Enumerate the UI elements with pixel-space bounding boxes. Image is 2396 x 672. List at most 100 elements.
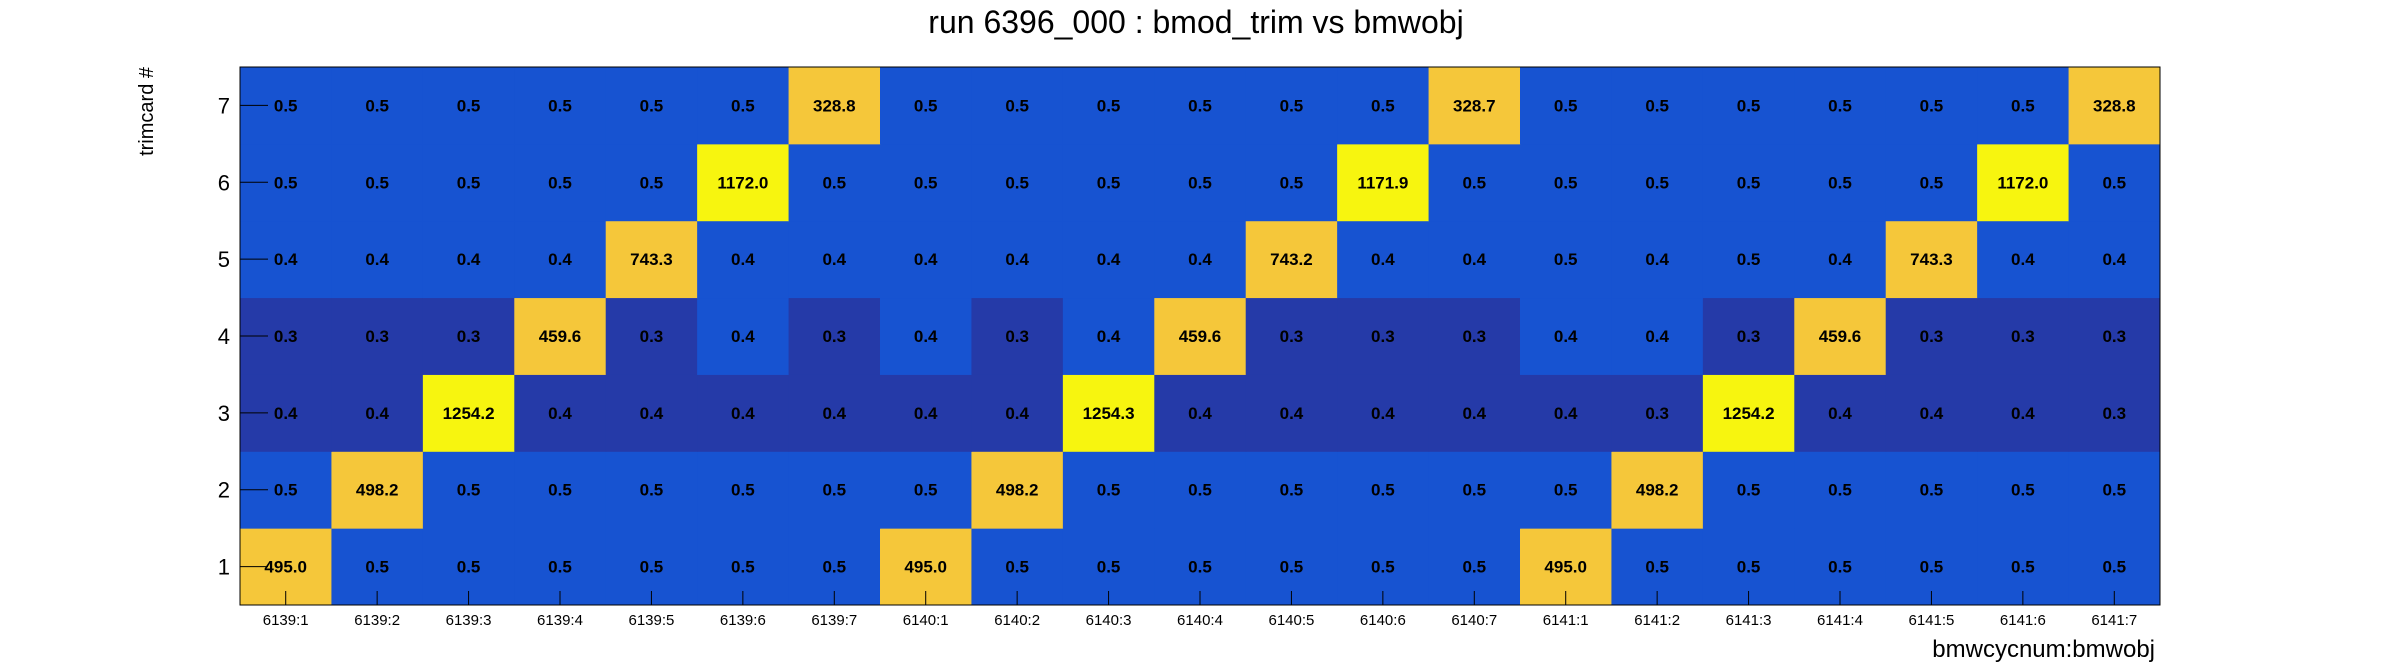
heatmap-cell — [971, 67, 1064, 145]
x-tick-label: 6139:7 — [811, 612, 857, 629]
heatmap-cell — [422, 374, 515, 452]
cell-value-label: 0.5 — [1371, 96, 1395, 115]
cell-value-label: 0.5 — [1645, 96, 1669, 115]
cell-value-label: 0.4 — [1828, 404, 1852, 423]
heatmap-cell — [514, 67, 607, 145]
heatmap-cell — [788, 374, 881, 452]
cell-value-label: 0.5 — [1188, 481, 1212, 500]
heatmap-cell — [1794, 67, 1887, 145]
heatmap-cell — [1702, 451, 1795, 529]
cell-value-label: 0.5 — [365, 173, 389, 192]
heatmap-cell — [605, 143, 698, 222]
cell-value-label: 0.3 — [1645, 404, 1669, 423]
heatmap-cell — [1245, 67, 1338, 145]
heatmap-cell — [1794, 220, 1887, 299]
heatmap-cell — [971, 220, 1064, 299]
cell-value-label: 495.0 — [904, 558, 947, 577]
cell-value-label: 0.5 — [1097, 558, 1121, 577]
heatmap-cell — [1977, 451, 2070, 529]
heatmap-cell — [605, 220, 698, 299]
cell-value-label: 0.5 — [1645, 558, 1669, 577]
heatmap-cell — [422, 451, 515, 529]
heatmap-cell — [1611, 67, 1704, 145]
heatmap-cell — [1520, 67, 1612, 145]
x-tick-label: 6139:3 — [446, 612, 492, 629]
y-tick-label: 1 — [218, 555, 230, 580]
heatmap-cell — [1611, 220, 1704, 299]
heatmap-cell — [1062, 297, 1155, 375]
heatmap-cell — [1245, 297, 1338, 375]
heatmap-cell — [697, 451, 790, 529]
x-axis: 6139:1 6139:2 6139:3 6139:4 6139:5 6139:6 6139… — [263, 591, 2137, 629]
cell-value-label: 743.3 — [1910, 250, 1953, 269]
heatmap-cell — [1154, 220, 1247, 299]
heatmap-cell — [422, 67, 515, 145]
heatmap-cell — [1520, 143, 1612, 222]
cell-value-label: 0.4 — [914, 250, 938, 269]
cell-value-label: 0.4 — [1371, 250, 1395, 269]
heatmap-cell — [2068, 143, 2161, 222]
heatmap-cell — [1337, 374, 1430, 452]
heatmap-cell — [1794, 451, 1887, 529]
x-tick-label: 6139:5 — [628, 612, 674, 629]
heatmap-cell — [2068, 297, 2161, 375]
cell-value-label: 0.5 — [1005, 558, 1029, 577]
cell-value-label: 0.5 — [914, 96, 938, 115]
cell-value-label: 495.0 — [1544, 558, 1587, 577]
heatmap-cell — [1611, 143, 1704, 222]
cell-value-label: 0.5 — [1097, 96, 1121, 115]
cell-value-label: 0.5 — [1097, 481, 1121, 500]
heatmap-cell — [1885, 374, 1978, 452]
heatmap-cell — [1520, 374, 1612, 452]
heatmap-cell — [971, 451, 1064, 529]
cell-value-label: 0.5 — [1462, 481, 1486, 500]
cell-value-label: 0.5 — [1462, 173, 1486, 192]
cell-value-label: 498.2 — [356, 481, 399, 500]
cell-value-label: 1254.2 — [443, 404, 495, 423]
heatmap-cell — [1702, 374, 1795, 452]
cell-value-label: 0.3 — [457, 327, 481, 346]
heatmap-cell — [1245, 143, 1338, 222]
heatmap-cell — [422, 143, 515, 222]
cell-value-label: 0.3 — [1371, 327, 1395, 346]
heatmap-cell — [1611, 451, 1704, 529]
heatmap-cell-labels: 495.0 0.5 0.5 0.5 0.5 0.5 0.5 495.0 0.5 0.5 0.5 0.5… — [264, 96, 2135, 576]
heatmap-cell — [788, 143, 881, 222]
heatmap-cell — [1337, 451, 1430, 529]
heatmap-cell — [331, 220, 424, 299]
heatmap-cell — [788, 297, 881, 375]
cell-value-label: 0.4 — [274, 404, 298, 423]
cell-value-label: 498.2 — [1636, 481, 1679, 500]
cell-value-label: 0.4 — [2011, 250, 2035, 269]
heatmap-cell — [1702, 297, 1795, 375]
cell-value-label: 0.4 — [457, 250, 481, 269]
heatmap-cell — [1794, 143, 1887, 222]
heatmap-cell — [1520, 451, 1612, 529]
heatmap-cell — [1245, 451, 1338, 529]
cell-value-label: 0.4 — [731, 250, 755, 269]
cell-value-label: 0.5 — [1280, 481, 1304, 500]
cell-value-label: 0.5 — [365, 96, 389, 115]
cell-value-label: 0.5 — [1920, 96, 1944, 115]
cell-value-label: 0.5 — [1737, 558, 1761, 577]
heatmap-cell — [2068, 374, 2161, 452]
cell-value-label: 0.4 — [1005, 404, 1029, 423]
heatmap-cell — [1428, 143, 1521, 222]
cell-value-label: 0.5 — [1920, 481, 1944, 500]
x-tick-label: 6141:5 — [1908, 612, 1954, 629]
cell-value-label: 0.5 — [1005, 173, 1029, 192]
cell-value-label: 0.5 — [1280, 96, 1304, 115]
cell-value-label: 328.8 — [2093, 96, 2136, 115]
cell-value-label: 743.2 — [1270, 250, 1313, 269]
heatmap-cell — [1977, 67, 2070, 145]
cell-value-label: 0.5 — [640, 481, 664, 500]
cell-value-label: 0.5 — [914, 173, 938, 192]
heatmap-cell — [605, 67, 698, 145]
x-tick-label: 6140:5 — [1268, 612, 1314, 629]
heatmap-cell — [697, 220, 790, 299]
x-tick-label: 6140:6 — [1360, 612, 1406, 629]
heatmap-cell — [880, 297, 972, 375]
heatmap-cell — [1154, 451, 1247, 529]
cell-value-label: 0.5 — [731, 558, 755, 577]
heatmap-cell — [1428, 67, 1521, 145]
